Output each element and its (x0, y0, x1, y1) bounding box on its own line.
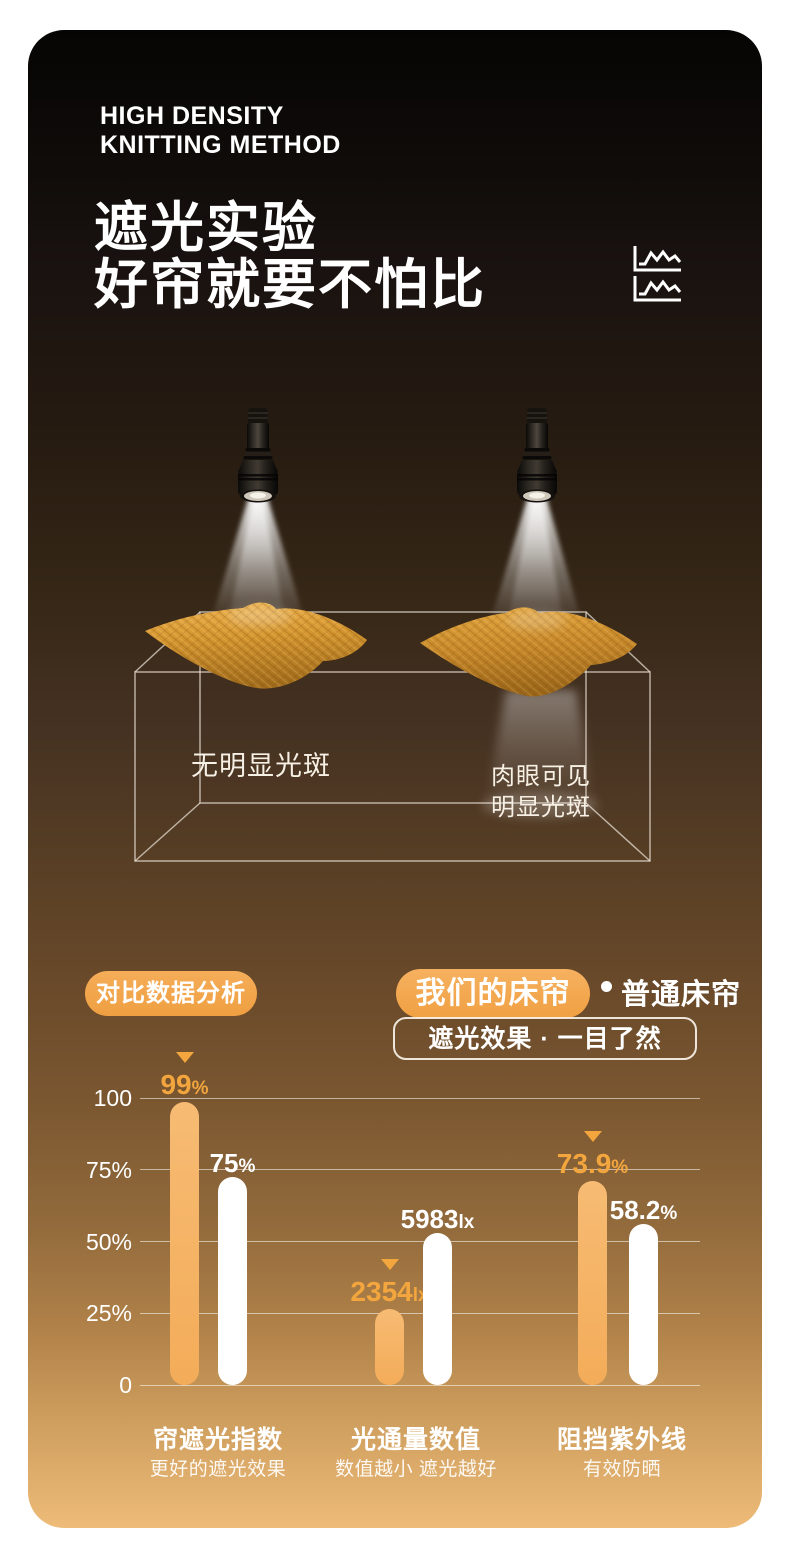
bar-ours-0 (170, 1102, 199, 1385)
category-note: 数值越小 遮光越好 (335, 1459, 497, 1480)
category-label: 帘遮光指数 (152, 1426, 283, 1454)
y-tick-label: 25% (85, 1300, 132, 1327)
bar-value-label: 5983lx (400, 1203, 475, 1234)
legend-ours-pill: 我们的床帘 (396, 969, 590, 1018)
chart-subtitle-box: 遮光效果 · 一目了然 (393, 1017, 697, 1060)
page-title-line1: 遮光实验 (94, 198, 318, 258)
bar-normal-2 (629, 1224, 658, 1385)
category-label: 光通量数值 (350, 1426, 481, 1454)
line-chart-icon (633, 246, 682, 302)
right-result-label: 肉眼可见 明显光斑 (456, 761, 626, 823)
bar-value-label: 2354lx (350, 1275, 429, 1307)
gridline (140, 1241, 700, 1242)
promo-card: HIGH DENSITY KNITTING METHOD 遮光实验 好帘就要不怕… (28, 30, 762, 1528)
right-result-line2: 明显光斑 (491, 794, 591, 821)
bar-value-label: 58.2% (609, 1195, 678, 1226)
legend-normal-label: 普通床帘 (621, 979, 742, 1011)
y-tick-label: 75% (85, 1156, 132, 1183)
en-subtitle-line1: HIGH DENSITY (100, 102, 284, 130)
legend-dot-icon (601, 981, 612, 992)
right-result-line1: 肉眼可见 (491, 763, 591, 790)
triangle-marker-icon (583, 1131, 602, 1143)
triangle-marker-icon (380, 1258, 399, 1270)
light-spot-right (482, 690, 598, 818)
light-beam-right (491, 496, 581, 620)
page-title-line2: 好帘就要不怕比 (94, 255, 486, 315)
page-title: 遮光实验 好帘就要不怕比 (94, 200, 486, 314)
bar-normal-0 (218, 1176, 247, 1385)
bar-value-label: 99% (160, 1069, 209, 1101)
triangle-marker-icon (175, 1052, 194, 1064)
light-beam-left (212, 496, 304, 618)
gridline (140, 1097, 700, 1099)
en-subtitle: HIGH DENSITY KNITTING METHOD (100, 102, 341, 160)
y-tick-label: 50% (85, 1228, 132, 1255)
gridline (140, 1384, 700, 1386)
y-tick-label: 100 (93, 1085, 132, 1111)
category-label: 阻挡紫外线 (556, 1426, 687, 1454)
bar-normal-1 (423, 1232, 452, 1385)
fabric-swatch-normal (420, 607, 637, 697)
analysis-badge: 对比数据分析 (85, 971, 257, 1016)
category-note: 有效防晒 (582, 1459, 661, 1480)
bar-value-label: 75% (209, 1147, 256, 1178)
bar-ours-2 (578, 1181, 607, 1385)
bar-value-label: 73.9% (556, 1148, 629, 1180)
fabric-swatch-ours (145, 602, 367, 689)
bar-chart: 100 75% 50% 25% 0 99% 75% 帘遮光指数更好的遮光效果 2354lx 598… (28, 30, 762, 1528)
gridline (140, 1312, 700, 1314)
bar-ours-1 (375, 1308, 404, 1385)
y-tick-label: 0 (119, 1372, 132, 1398)
gridline (140, 1169, 700, 1171)
en-subtitle-line2: KNITTING METHOD (100, 131, 341, 159)
left-result-label: 无明显光斑 (191, 751, 331, 781)
experiment-scene (134, 408, 651, 862)
category-note: 更好的遮光效果 (149, 1459, 287, 1480)
